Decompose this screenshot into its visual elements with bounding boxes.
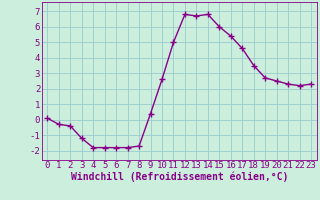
X-axis label: Windchill (Refroidissement éolien,°C): Windchill (Refroidissement éolien,°C): [70, 172, 288, 182]
